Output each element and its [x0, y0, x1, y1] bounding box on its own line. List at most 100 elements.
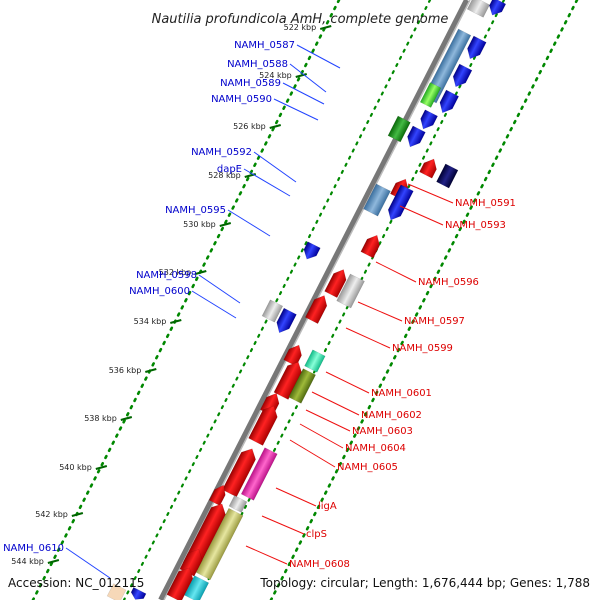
gene-feature: [304, 295, 328, 324]
leader-line: [296, 44, 341, 69]
leader-line: [275, 487, 317, 507]
gene-feature: [195, 507, 244, 581]
tick-label: 540 kbp: [59, 463, 92, 472]
gene-shape: [240, 447, 278, 501]
gene-feature: [452, 63, 473, 88]
gene-feature: [436, 163, 459, 189]
gene-label-forward: NAMH_0595: [165, 205, 226, 216]
tick-mark: [295, 72, 308, 79]
tick-marks: 522 kbp 524 kbp 526 kbp 528 kbp 530 kbp 532 k…: [11, 23, 332, 566]
gene-shape: [419, 82, 442, 108]
gene-feature: [420, 109, 438, 130]
gene-label-reverse: NAMH_0601: [371, 388, 432, 399]
gene-feature: [283, 344, 302, 367]
gene-feature: [184, 575, 210, 600]
gene-feature: [336, 273, 365, 309]
gene-feature: [273, 361, 303, 400]
tick-mark: [71, 511, 84, 518]
gene-feature: [387, 184, 414, 221]
gene-label-forward: NAMH_0588: [227, 59, 288, 70]
gene-shape: [106, 583, 127, 600]
gene-shape: [283, 344, 302, 367]
tick-label: 544 kbp: [11, 557, 44, 566]
tick-mark: [170, 318, 182, 325]
gene-shape: [304, 349, 326, 373]
gene-features: [106, 0, 507, 600]
gene-shape: [387, 115, 411, 143]
gene-shape: [467, 35, 487, 60]
gene-shape: [195, 507, 244, 581]
gene-feature: [466, 0, 490, 18]
gene-feature: [276, 307, 297, 334]
gene-label-forward: NAMH_0589: [220, 78, 281, 89]
gene-shape: [303, 241, 321, 260]
gene-shape: [336, 273, 365, 309]
leader-line: [289, 63, 327, 93]
tick-label: 522 kbp: [284, 23, 317, 32]
gene-feature: [228, 495, 248, 513]
gene-feature: [166, 567, 194, 600]
dots-outer: [31, 0, 341, 600]
leader-line: [198, 274, 241, 304]
gene-label-forward: NAMH_0598: [136, 270, 197, 281]
leader-line: [305, 409, 351, 432]
tick-mark: [120, 415, 133, 422]
gene-label-forward: NAMH_0590: [211, 94, 272, 105]
gene-shape: [324, 269, 347, 298]
guide-dots: [31, 0, 579, 600]
gene-label-reverse: NAMH_0597: [404, 316, 465, 327]
gene-shape: [452, 63, 473, 88]
dots-outer-right: [269, 0, 579, 600]
leader-line: [282, 82, 325, 105]
tick-label: 530 kbp: [183, 220, 216, 229]
leader-line: [357, 301, 403, 322]
gene-shape: [276, 307, 297, 334]
leader-line: [243, 168, 291, 197]
tick-label: 536 kbp: [109, 366, 142, 375]
topology-label: Topology: circular; Length: 1,676,444 bp…: [259, 576, 590, 590]
gene-feature: [130, 587, 147, 600]
gene-feature: [439, 89, 460, 114]
gene-feature: [489, 0, 507, 16]
gene-feature: [363, 183, 391, 217]
tick-label: 542 kbp: [35, 510, 68, 519]
gene-label-forward: NAMH_0610: [3, 543, 64, 554]
gene-feature: [360, 234, 380, 259]
gene-feature: [208, 484, 226, 506]
tick-label: 528 kbp: [208, 171, 241, 180]
gene-shape: [363, 183, 391, 217]
gene-feature: [303, 241, 321, 260]
leader-line: [245, 545, 288, 565]
gene-label-reverse: NAMH_0599: [392, 343, 453, 354]
gene-shape: [439, 89, 460, 114]
leader-line: [325, 371, 370, 394]
gene-shape: [166, 567, 194, 600]
gene-label-reverse: ligA: [318, 501, 337, 512]
leader-line: [311, 391, 360, 416]
tick-mark: [269, 123, 282, 130]
gene-shape: [407, 125, 426, 148]
gene-feature: [261, 299, 284, 323]
gene-labels: NAMH_0587 NAMH_0588 NAMH_0589 NAMH_0590 NAMH…: [3, 40, 516, 570]
label-leaders: [65, 44, 454, 579]
gene-shape: [387, 184, 414, 221]
gene-feature: [304, 349, 326, 373]
leader-line: [253, 151, 297, 183]
tick-mark: [47, 558, 60, 565]
gene-shape: [436, 163, 459, 189]
gene-label-forward: dapE: [217, 164, 242, 175]
tick-label: 532 kbp: [159, 268, 192, 277]
tick-mark: [219, 221, 232, 228]
gene-shape: [261, 299, 284, 323]
leader-line: [227, 209, 271, 237]
gene-label-reverse: NAMH_0608: [289, 559, 350, 570]
gene-label-reverse: NAMH_0591: [455, 198, 516, 209]
gene-shape: [419, 158, 437, 179]
leader-line: [299, 423, 344, 449]
tick-mark: [194, 269, 207, 276]
leader-line: [399, 205, 444, 226]
gene-feature: [221, 448, 256, 498]
leader-line: [65, 547, 111, 579]
gene-shape: [130, 587, 147, 600]
